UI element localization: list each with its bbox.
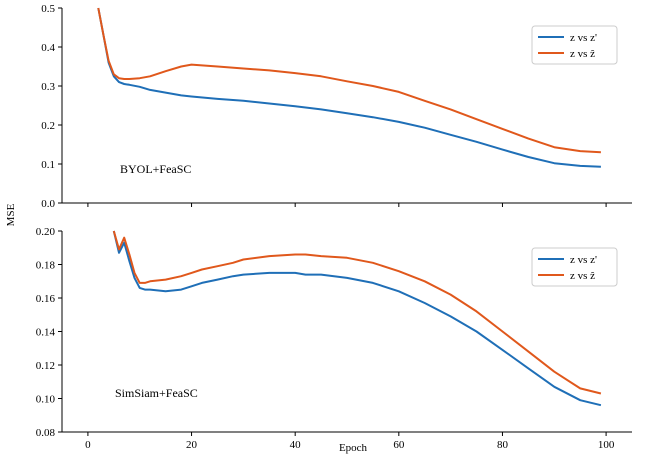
panel-2-y-tick-label: 0.18 — [36, 260, 56, 272]
panel-2-annotation: SimSiam+FeaSC — [115, 386, 198, 400]
y-axis-title: MSE — [5, 203, 17, 226]
panel-1-y-tick-label: 0.4 — [41, 42, 55, 54]
panel-1-y-tick-label: 0.2 — [41, 120, 55, 132]
panel-1-series-line-2 — [97, 7, 601, 154]
panel-2-legend-label-1: z vs z' — [570, 254, 597, 266]
panel-2-x-tick-label: 40 — [290, 439, 302, 451]
panel-1-y-tick-label: 0.0 — [41, 198, 55, 210]
panel-2-y-tick-label: 0.10 — [36, 394, 56, 406]
panel-1-y-tick-label: 0.3 — [41, 81, 55, 93]
panel-2-y-tick-label: 0.14 — [36, 327, 56, 339]
panel-2-y-tick-label: 0.16 — [36, 293, 56, 305]
panel-2-x-tick-label: 60 — [393, 439, 405, 451]
panel-2-series-line-1 — [112, 230, 602, 407]
panel-2-legend-box — [531, 247, 618, 287]
panel-2-y-tick-label: 0.08 — [36, 427, 56, 439]
panel-1-legend-label-1: z vs z' — [570, 32, 597, 44]
panel-2-y-tick-label: 0.12 — [36, 360, 55, 372]
panel-1-y-tick-label: 0.1 — [41, 159, 55, 171]
panel-2-x-tick-label: 20 — [186, 439, 198, 451]
panel-2-y-tick-label: 0.20 — [36, 226, 56, 238]
panel-2-series-line-2 — [112, 230, 602, 395]
x-axis-title: Epoch — [339, 442, 368, 454]
panel-1-legend-box — [531, 25, 618, 65]
panel-1-legend-label-2: z vs ẑ — [570, 48, 595, 60]
panel-1-y-tick-label: 0.5 — [41, 3, 55, 15]
panel-1-series-line-1 — [97, 7, 601, 168]
panel-2-x-tick-label: 100 — [598, 439, 615, 451]
panel-2-x-tick-label: 0 — [85, 439, 91, 451]
panel-1-annotation: BYOL+FeaSC — [120, 162, 191, 176]
panel-2-legend-label-2: z vs ẑ — [570, 270, 595, 282]
panel-2-x-tick-label: 80 — [497, 439, 509, 451]
